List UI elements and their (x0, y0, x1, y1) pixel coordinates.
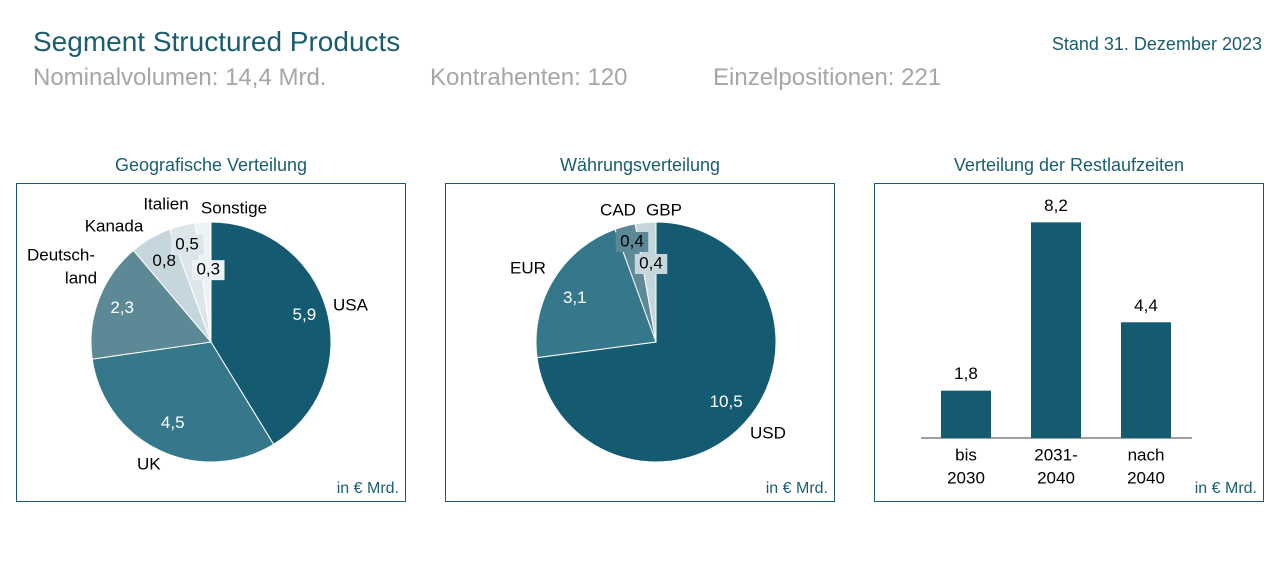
page-title: Segment Structured Products (33, 26, 401, 57)
value-label-cad-box (615, 232, 649, 252)
report-date: Stand 31. Dezember 2023 (1051, 34, 1262, 54)
value-label-usd: 10,5 (710, 392, 743, 411)
value-label-usa: 5,9 (293, 305, 317, 324)
category-label-usd: USD (750, 423, 786, 442)
bar-category-label-1-line2: 2040 (1037, 468, 1075, 487)
category-label-kanada: Kanada (85, 216, 144, 235)
bar-1 (1031, 222, 1081, 438)
currency-chart-panel: 10,5 3,1 0,4 0,4 USD EUR CAD GBP in € Mrd. (445, 183, 835, 502)
bar-2 (1121, 322, 1171, 438)
kpi-positions: Einzelpositionen: 221 (713, 64, 942, 91)
category-label-sonstige: Sonstige (201, 198, 267, 217)
geo-unit-label: in € Mrd. (336, 480, 399, 497)
pie-slice-uk (91, 341, 275, 463)
bar-category-label-2-line2: 2040 (1127, 468, 1165, 487)
value-label-eur: 3,1 (563, 288, 587, 307)
pie-slice-usa (210, 221, 332, 446)
maturity-chart-panel: 1,8 bis 2030 8,2 2031- 2040 4,4 nach 2040 in € M… (874, 183, 1264, 502)
geo-pie-chart: 5,9 4,5 2,3 0,80,5 0,3 USA UK Deutsch-land Kanad… (27, 194, 369, 473)
currency-unit-label: in € Mrd. (765, 480, 828, 497)
bar-category-label-0-line1: bis (955, 445, 977, 464)
value-label-uk: 4,5 (161, 413, 185, 432)
bar-value-label-2: 4,4 (1134, 296, 1158, 315)
value-label-gbp: 0,4 (639, 253, 663, 272)
geo-chart-title: Geografische Verteilung (114, 155, 308, 175)
category-label-deutschland: Deutsch- (27, 245, 95, 264)
category-label-land: land (65, 268, 97, 287)
bar-category-label-1-line1: 2031- (1034, 445, 1077, 464)
bar-category-label-0-line2: 2030 (947, 468, 985, 487)
category-label-usa: USA (333, 295, 369, 314)
kpi-nominal-volume: Nominalvolumen: 14,4 Mrd. (33, 64, 327, 91)
value-label-italien: 0,5 (175, 234, 199, 253)
bar-category-label-2-line1: nach (1128, 445, 1165, 464)
pie-slice-eur (535, 228, 657, 359)
pie-slice-deutschland (90, 249, 212, 360)
bar-value-label-1: 8,2 (1044, 196, 1068, 215)
value-label-italien-box (170, 234, 204, 255)
category-label-cad: CAD (600, 200, 636, 219)
bar-0 (941, 390, 991, 438)
value-label-sonstige: 0,3 (196, 260, 220, 279)
bar-value-label-0: 1,8 (954, 364, 978, 383)
maturity-chart-title: Verteilung der Restlaufzeiten (953, 155, 1185, 175)
category-label-eur: EUR (510, 258, 546, 277)
kpi-counterparties: Kontrahenten: 120 (430, 64, 628, 91)
geo-chart-panel: 5,9 4,5 2,3 0,8 0,5 0,3 USA UK Deutsch-land Kanad… (16, 183, 406, 502)
currency-pie-chart: 10,5 3,1 0,4 0,4 USD EUR CAD GBP (510, 200, 786, 463)
value-label-cad: 0,4 (620, 231, 644, 250)
category-label-gbp: GBP (646, 200, 682, 219)
value-label-sonstige-box (192, 260, 225, 281)
value-label-kanada: 0,8 (152, 251, 176, 270)
maturity-bar-chart: 1,8 bis 2030 8,2 2031- 2040 4,4 nach 2040 (921, 196, 1192, 487)
category-label-uk: UK (137, 454, 161, 473)
value-label-gbp-box (634, 254, 668, 274)
maturity-unit-label: in € Mrd. (1194, 480, 1257, 497)
value-label-deutschland: 2,3 (110, 298, 134, 317)
category-label-italien: Italien (143, 194, 188, 213)
currency-chart-title: Währungsverteilung (559, 155, 721, 175)
